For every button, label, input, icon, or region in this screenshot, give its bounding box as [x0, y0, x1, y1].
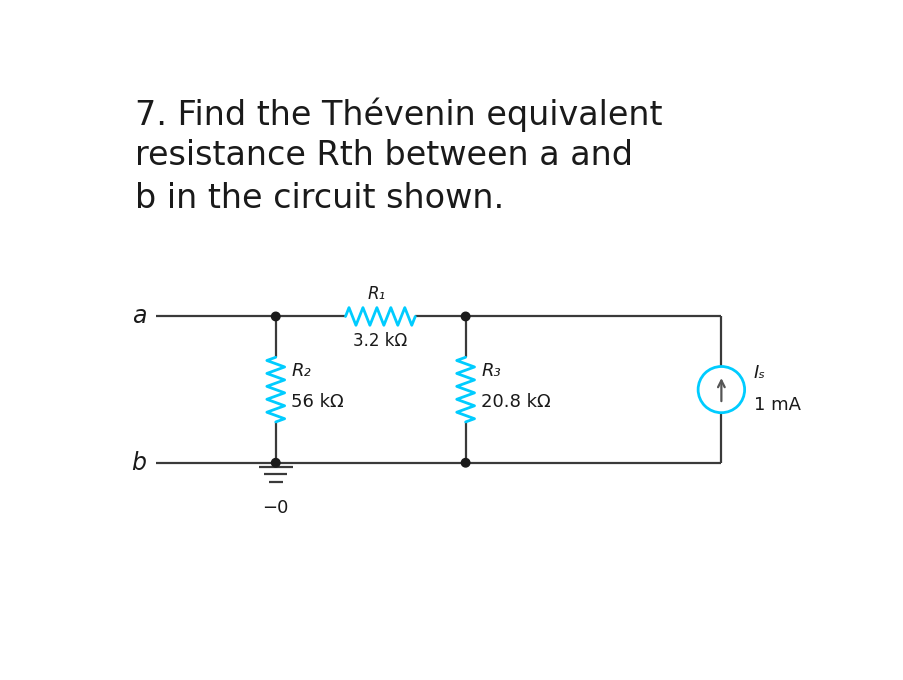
- Text: Iₛ: Iₛ: [753, 364, 765, 382]
- Text: R₁: R₁: [367, 285, 386, 303]
- Text: 7. Find the Thévenin equivalent: 7. Find the Thévenin equivalent: [135, 97, 662, 131]
- Text: R₃: R₃: [480, 362, 500, 380]
- Text: a: a: [132, 305, 146, 328]
- Circle shape: [461, 312, 470, 321]
- Text: resistance Rth between a and: resistance Rth between a and: [135, 139, 632, 172]
- Text: 20.8 kΩ: 20.8 kΩ: [480, 394, 550, 411]
- Text: b in the circuit shown.: b in the circuit shown.: [135, 182, 503, 215]
- Circle shape: [271, 312, 280, 321]
- Text: R₂: R₂: [291, 362, 311, 380]
- Circle shape: [271, 458, 280, 467]
- Text: 3.2 kΩ: 3.2 kΩ: [353, 332, 407, 350]
- Circle shape: [461, 458, 470, 467]
- Text: −0: −0: [262, 499, 289, 517]
- Text: b: b: [131, 451, 146, 475]
- Text: 1 mA: 1 mA: [753, 396, 800, 413]
- Text: 56 kΩ: 56 kΩ: [291, 394, 343, 411]
